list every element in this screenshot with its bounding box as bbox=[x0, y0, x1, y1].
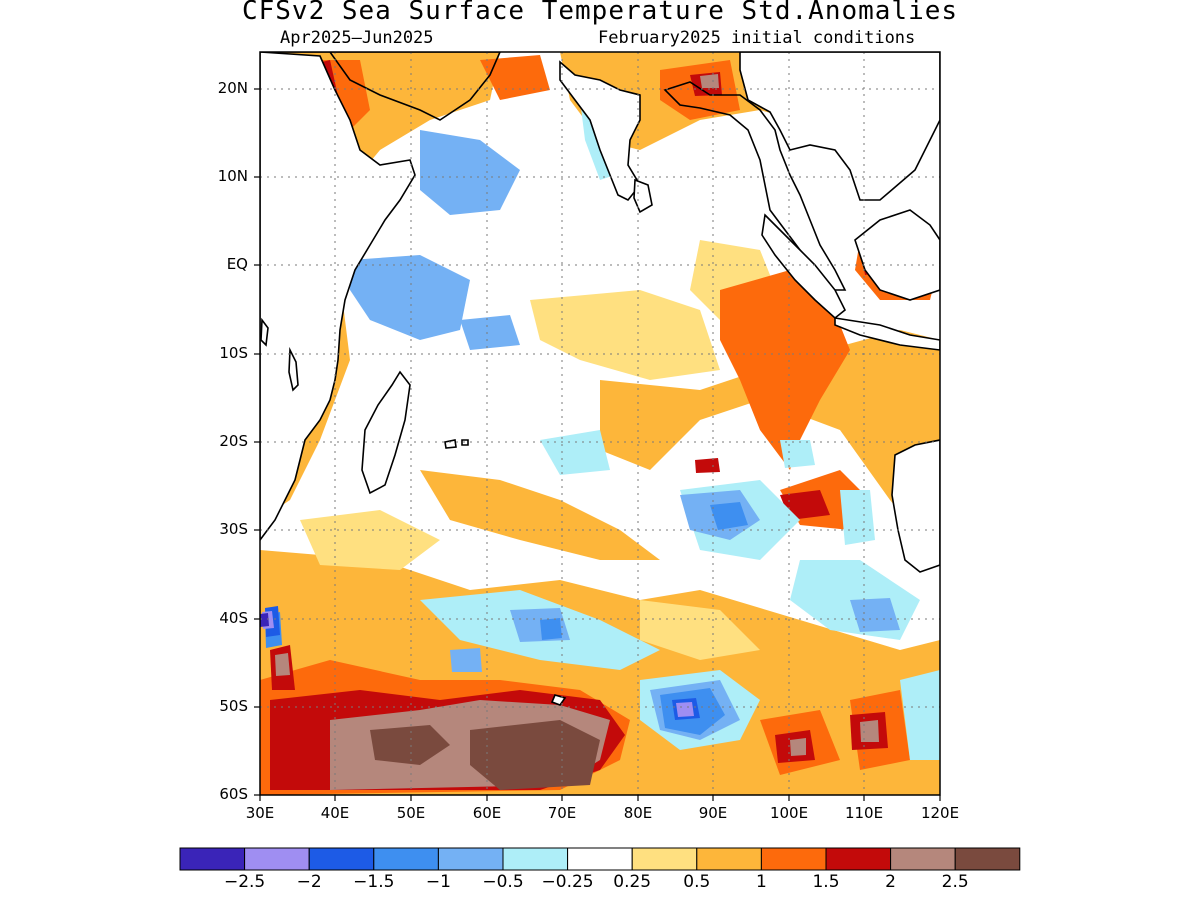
colorbar-label: −2 bbox=[296, 872, 322, 892]
forecast-period: Apr2025–Jun2025 bbox=[280, 28, 434, 48]
map-gridlines bbox=[260, 52, 940, 795]
colorbar-label: −1 bbox=[425, 872, 451, 892]
colorbar-label: 0.25 bbox=[613, 872, 652, 892]
lat-label-50s: 50S bbox=[219, 697, 248, 715]
lat-label-40s: 40S bbox=[219, 609, 248, 627]
lat-label-10s: 10S bbox=[219, 344, 248, 362]
lon-label-120e: 120E bbox=[920, 804, 960, 822]
lon-label-40e: 40E bbox=[320, 804, 350, 822]
map-frame bbox=[259, 51, 941, 796]
lat-label-20s: 20S bbox=[219, 432, 248, 450]
lat-label-eq: EQ bbox=[226, 255, 248, 273]
lon-label-60e: 60E bbox=[472, 804, 502, 822]
lon-label-110e: 110E bbox=[844, 804, 884, 822]
axis-ticks bbox=[254, 88, 941, 801]
colorbar-label: −2.5 bbox=[223, 872, 266, 892]
lat-label-60s: 60S bbox=[219, 785, 248, 803]
lon-label-70e: 70E bbox=[547, 804, 577, 822]
colorbar-label: 2.5 bbox=[941, 872, 969, 892]
lon-label-90e: 90E bbox=[698, 804, 728, 822]
lat-label-20n: 20N bbox=[217, 79, 248, 97]
lat-label-10n: 10N bbox=[217, 167, 248, 185]
lon-label-100e: 100E bbox=[769, 804, 809, 822]
anomaly-fill-over-2.5 bbox=[370, 720, 600, 790]
lat-label-30s: 30S bbox=[219, 520, 248, 538]
colorbar-label: 1 bbox=[755, 872, 767, 892]
lon-label-30e: 30E bbox=[245, 804, 275, 822]
initial-conditions: February2025 initial conditions bbox=[598, 28, 916, 48]
lon-label-80e: 80E bbox=[623, 804, 653, 822]
colorbar-label: −1.5 bbox=[353, 872, 395, 892]
anomaly-fill-under-neg2.5 bbox=[260, 613, 269, 627]
chart-title: CFSv2 Sea Surface Temperature Std.Anomal… bbox=[241, 0, 959, 26]
anomaly-fill-0.25-0.5 bbox=[300, 240, 780, 660]
colorbar-label: 1.5 bbox=[812, 872, 840, 892]
colorbar-label: 2 bbox=[885, 872, 896, 892]
colorbar-label: −0.25 bbox=[541, 872, 594, 892]
lon-label-50e: 50E bbox=[396, 804, 426, 822]
colorbar-label: −0.5 bbox=[482, 872, 524, 892]
colorbar-label: 0.5 bbox=[683, 872, 711, 892]
